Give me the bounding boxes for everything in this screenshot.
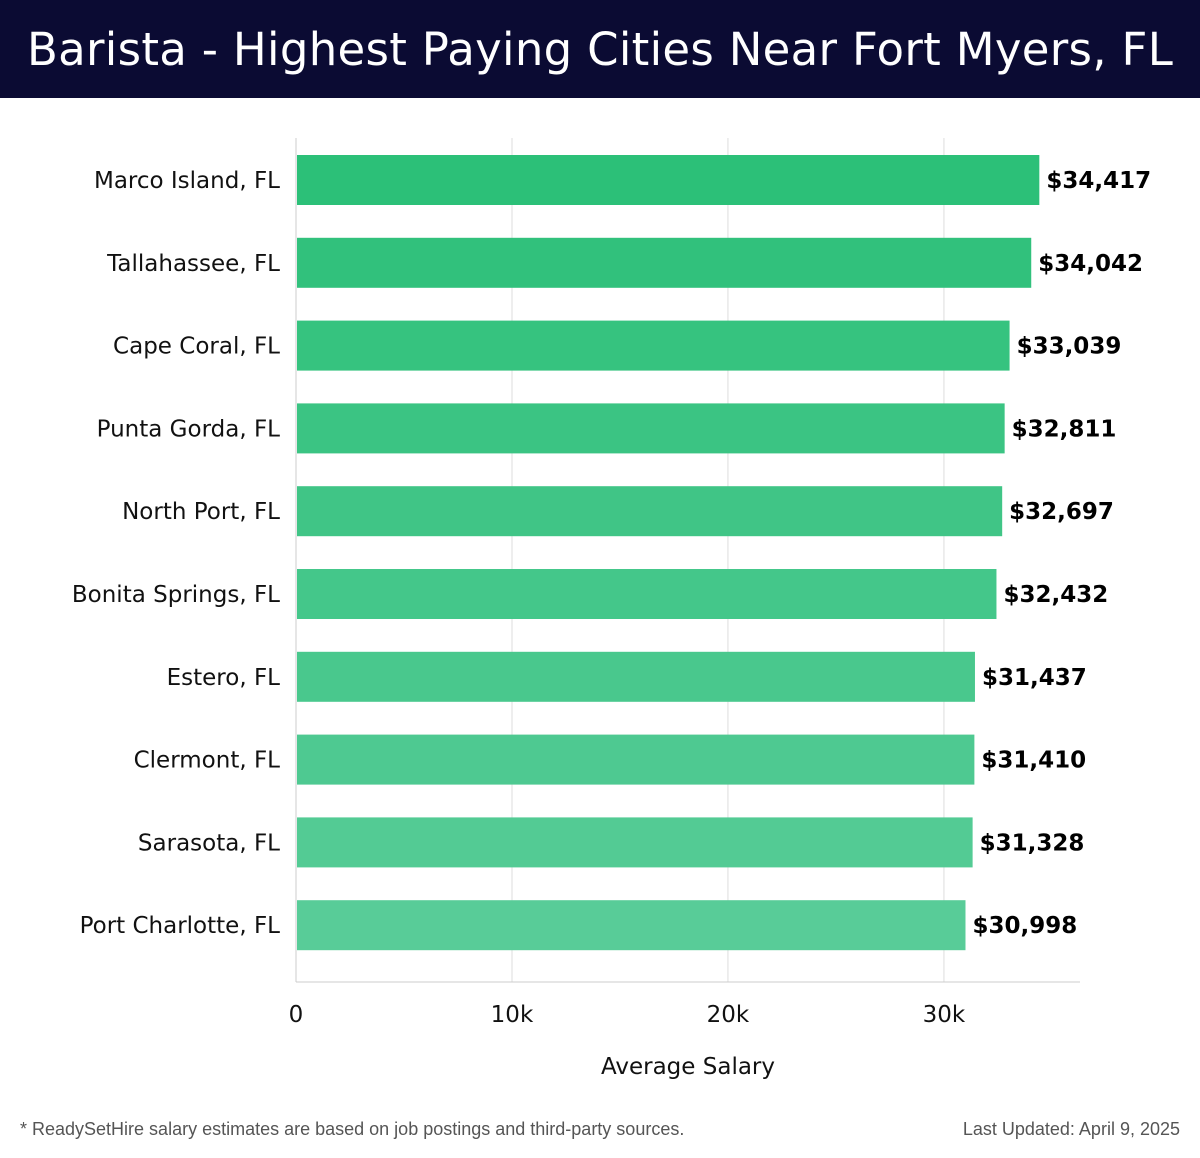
category-label: Cape Coral, FL	[113, 334, 280, 360]
footer-note: * ReadySetHire salary estimates are base…	[20, 1119, 685, 1139]
labels: 0 10k 20k 30k Marco Island, FL $34,417 Tallaha…	[72, 168, 1151, 1028]
category-label: Punta Gorda, FL	[97, 416, 281, 442]
category-label: Tallahassee, FL	[106, 251, 280, 277]
bar	[297, 486, 1003, 537]
value-label: $32,811	[1012, 416, 1117, 442]
bar	[297, 320, 1010, 371]
category-label: Estero, FL	[167, 665, 281, 691]
bar	[297, 817, 973, 868]
bar	[297, 155, 1040, 205]
value-label: $33,039	[1017, 334, 1122, 360]
value-label: $32,697	[1009, 499, 1114, 525]
x-tick-label: 30k	[923, 1002, 966, 1028]
value-label: $31,437	[982, 665, 1087, 691]
category-label: Sarasota, FL	[138, 830, 280, 856]
bar	[297, 900, 966, 951]
bar	[297, 734, 975, 785]
x-tick-label: 20k	[707, 1002, 750, 1028]
bars	[297, 155, 1040, 951]
x-tick-label: 10k	[491, 1002, 534, 1028]
chart-header: Barista - Highest Paying Cities Near For…	[0, 0, 1200, 98]
category-label: Clermont, FL	[134, 748, 281, 774]
bar	[297, 651, 975, 702]
bar	[297, 237, 1032, 288]
category-label: Port Charlotte, FL	[80, 913, 281, 939]
category-label: Marco Island, FL	[94, 168, 280, 194]
chart-title: Barista - Highest Paying Cities Near For…	[26, 22, 1174, 76]
value-label: $32,432	[1003, 582, 1108, 608]
axes	[295, 138, 1080, 983]
value-label: $34,417	[1046, 168, 1151, 194]
footer-updated: Last Updated: April 9, 2025	[962, 1119, 1180, 1139]
bar	[297, 403, 1005, 454]
value-label: $31,328	[980, 830, 1085, 856]
salary-bar-chart: 0 10k 20k 30k Marco Island, FL $34,417 Tallaha…	[72, 138, 1151, 1080]
value-label: $31,410	[981, 748, 1086, 774]
x-axis-title: Average Salary	[601, 1054, 775, 1080]
value-label: $34,042	[1038, 251, 1143, 277]
category-label: Bonita Springs, FL	[72, 582, 280, 608]
x-tick-label: 0	[289, 1002, 304, 1028]
value-label: $30,998	[972, 913, 1077, 939]
bar	[297, 569, 997, 619]
category-label: North Port, FL	[122, 499, 280, 525]
